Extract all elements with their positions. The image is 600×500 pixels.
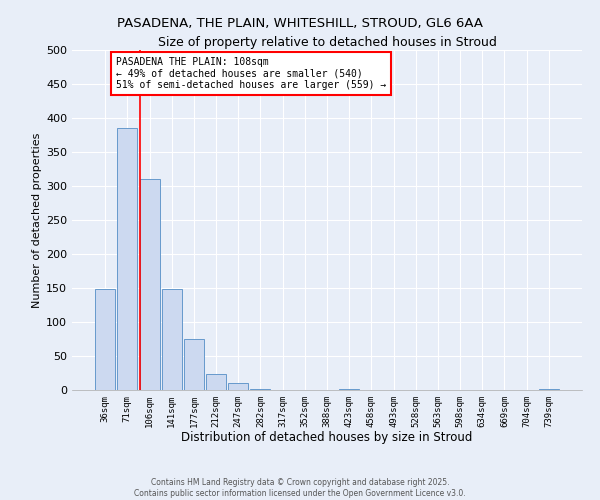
Bar xyxy=(206,374,226,390)
Title: Size of property relative to detached houses in Stroud: Size of property relative to detached ho… xyxy=(158,36,496,49)
Bar xyxy=(95,290,115,390)
Bar xyxy=(184,339,204,390)
X-axis label: Distribution of detached houses by size in Stroud: Distribution of detached houses by size … xyxy=(181,432,473,444)
Text: Contains HM Land Registry data © Crown copyright and database right 2025.
Contai: Contains HM Land Registry data © Crown c… xyxy=(134,478,466,498)
Bar xyxy=(140,179,160,390)
Text: PASADENA, THE PLAIN, WHITESHILL, STROUD, GL6 6AA: PASADENA, THE PLAIN, WHITESHILL, STROUD,… xyxy=(117,18,483,30)
Text: PASADENA THE PLAIN: 108sqm
← 49% of detached houses are smaller (540)
51% of sem: PASADENA THE PLAIN: 108sqm ← 49% of deta… xyxy=(116,57,386,90)
Bar xyxy=(118,128,137,390)
Bar xyxy=(539,388,559,390)
Bar xyxy=(250,388,271,390)
Y-axis label: Number of detached properties: Number of detached properties xyxy=(32,132,42,308)
Bar xyxy=(339,388,359,390)
Bar xyxy=(228,383,248,390)
Bar xyxy=(162,290,182,390)
